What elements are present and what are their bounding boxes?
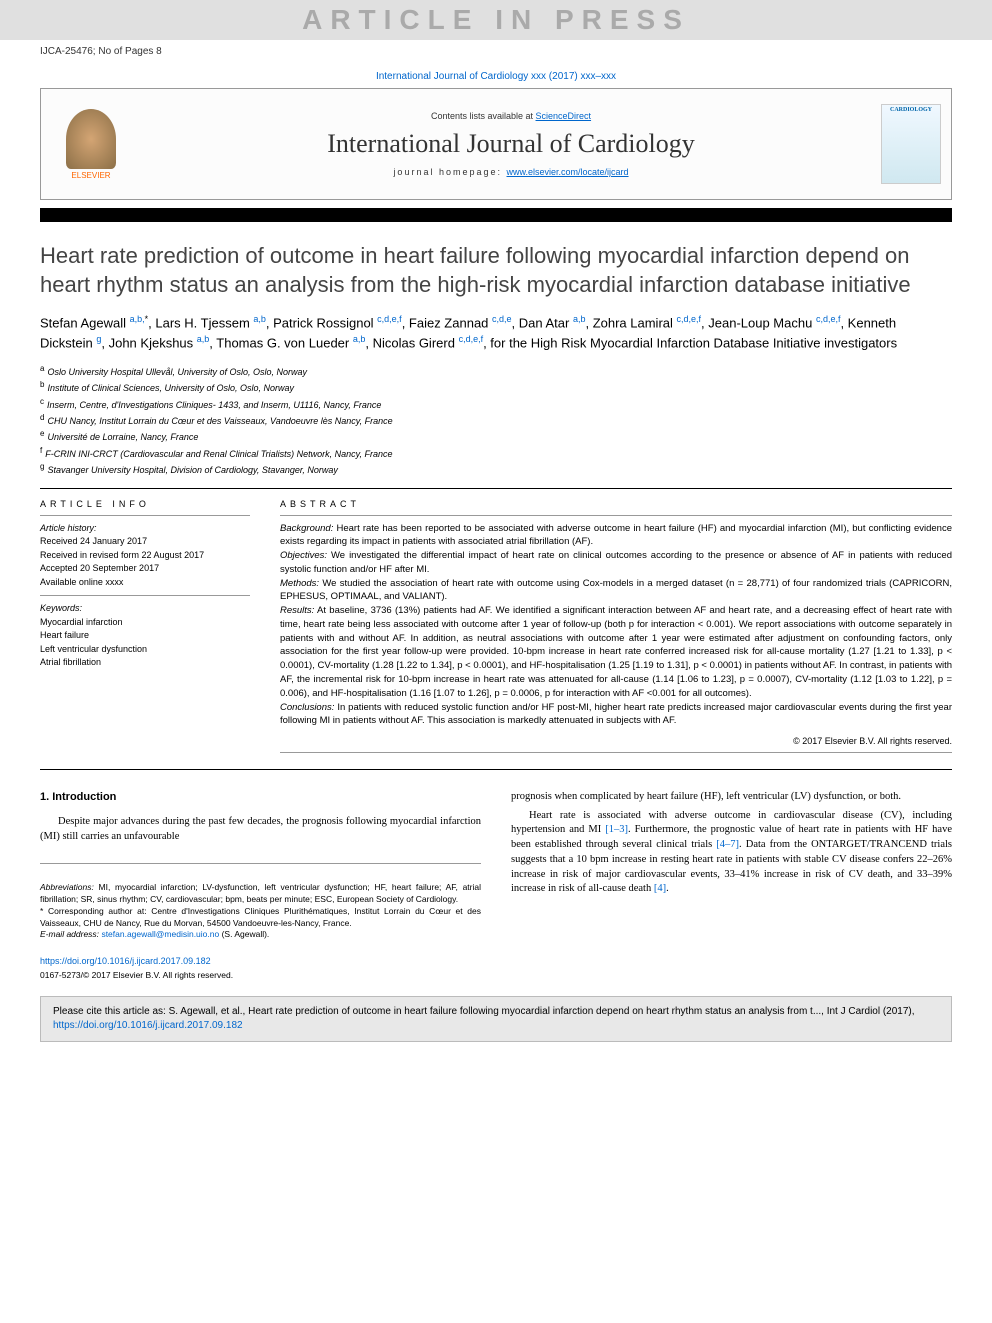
keywords-label: Keywords: — [40, 602, 250, 616]
homepage-prefix: journal homepage: — [393, 167, 506, 177]
article-title: Heart rate prediction of outcome in hear… — [40, 242, 952, 299]
affiliation-item: dCHU Nancy, Institut Lorrain du Cœur et … — [40, 412, 952, 428]
email-suffix: (S. Agewall). — [219, 929, 269, 939]
journal-cover-thumbnail: CARDIOLOGY — [881, 104, 941, 184]
body-paragraph: Despite major advances during the past f… — [40, 815, 481, 844]
article-info-column: ARTICLE INFO Article history: Received 2… — [40, 499, 250, 759]
affiliation-item: cInserm, Centre, d'Investigations Cliniq… — [40, 396, 952, 412]
citation-box: Please cite this article as: S. Agewall,… — [40, 996, 952, 1042]
article-history: Article history: Received 24 January 201… — [40, 522, 250, 590]
abstract-segment-label: Methods: — [280, 578, 319, 589]
keyword: Left ventricular dysfunction — [40, 643, 250, 657]
elsevier-logo: ELSEVIER — [51, 99, 131, 189]
cite-prefix: Please cite this article as: S. Agewall,… — [53, 1006, 915, 1017]
journal-name: International Journal of Cardiology — [141, 129, 881, 159]
citation-link[interactable]: [4] — [654, 883, 666, 894]
abstract-text: Background: Heart rate has been reported… — [280, 522, 952, 728]
history-item: Accepted 20 September 2017 — [40, 562, 250, 576]
abstract-segment-text: Heart rate has been reported to be assoc… — [280, 523, 952, 548]
contents-prefix: Contents lists available at — [431, 111, 536, 121]
press-info: IJCA-25476; No of Pages 8 — [0, 42, 992, 61]
issn-line: 0167-5273/© 2017 Elsevier B.V. All right… — [40, 970, 481, 982]
affiliation-item: gStavanger University Hospital, Division… — [40, 461, 952, 477]
history-item: Received in revised form 22 August 2017 — [40, 549, 250, 563]
body-paragraph: prognosis when complicated by heart fail… — [511, 790, 952, 805]
citation-link[interactable]: [1–3] — [605, 824, 628, 835]
contents-available-line: Contents lists available at ScienceDirec… — [141, 111, 881, 121]
affiliation-item: aOslo University Hospital Ullevål, Unive… — [40, 363, 952, 379]
email-link[interactable]: stefan.agewall@medisin.uio.no — [101, 929, 219, 939]
abstract-segment-text: We studied the association of heart rate… — [280, 578, 952, 603]
thin-divider — [280, 515, 952, 516]
body-paragraph: Heart rate is associated with adverse ou… — [511, 809, 952, 897]
info-abstract-row: ARTICLE INFO Article history: Received 2… — [40, 499, 952, 759]
abstract-segment-text: At baseline, 3736 (13%) patients had AF.… — [280, 605, 952, 699]
thin-divider — [40, 515, 250, 516]
abstract-copyright: © 2017 Elsevier B.V. All rights reserved… — [280, 736, 952, 746]
abstract-segment-label: Background: — [280, 523, 333, 534]
abstract-segment-label: Conclusions: — [280, 702, 334, 713]
email-label: E-mail address: — [40, 929, 99, 939]
abstract-segment-label: Objectives: — [280, 550, 327, 561]
abbrev-text: MI, myocardial infarction; LV-dysfunctio… — [40, 882, 481, 904]
history-item: Available online xxxx — [40, 576, 250, 590]
article-info-header: ARTICLE INFO — [40, 499, 250, 509]
homepage-line: journal homepage: www.elsevier.com/locat… — [141, 167, 881, 177]
affiliation-item: bInstitute of Clinical Sciences, Univers… — [40, 379, 952, 395]
article-content: Heart rate prediction of outcome in hear… — [0, 242, 992, 982]
corresponding-author-footnote: * Corresponding author at: Centre d'Inve… — [40, 906, 481, 930]
elsevier-tree-icon — [66, 109, 116, 169]
journal-reference-line: International Journal of Cardiology xxx … — [0, 71, 992, 82]
abstract-segment-text: In patients with reduced systolic functi… — [280, 702, 952, 727]
affiliation-item: eUniversité de Lorraine, Nancy, France — [40, 428, 952, 444]
homepage-link[interactable]: www.elsevier.com/locate/ijcard — [507, 167, 629, 177]
citation-link[interactable]: [4–7] — [716, 839, 739, 850]
abbrev-label: Abbreviations: — [40, 882, 94, 892]
abstract-column: ABSTRACT Background: Heart rate has been… — [280, 499, 952, 759]
affiliation-list: aOslo University Hospital Ullevål, Unive… — [40, 363, 952, 478]
affiliation-item: fF-CRIN INI-CRCT (Cardiovascular and Ren… — [40, 445, 952, 461]
divider — [40, 488, 952, 489]
keyword: Atrial fibrillation — [40, 656, 250, 670]
header-center: Contents lists available at ScienceDirec… — [141, 111, 881, 177]
thin-divider — [40, 863, 481, 864]
elsevier-text: ELSEVIER — [71, 171, 110, 180]
doi-link[interactable]: https://doi.org/10.1016/j.ijcard.2017.09… — [40, 956, 211, 966]
thin-divider — [280, 752, 952, 753]
abstract-segment-label: Results: — [280, 605, 314, 616]
abstract-segment-text: We investigated the differential impact … — [280, 550, 952, 575]
keywords-block: Keywords: Myocardial infarction Heart fa… — [40, 602, 250, 670]
abstract-header: ABSTRACT — [280, 499, 952, 509]
section-heading-intro: 1. Introduction — [40, 790, 481, 805]
history-item: Received 24 January 2017 — [40, 535, 250, 549]
body-right-column: prognosis when complicated by heart fail… — [511, 790, 952, 982]
article-in-press-watermark: ARTICLE IN PRESS — [0, 0, 992, 40]
email-footnote: E-mail address: stefan.agewall@medisin.u… — [40, 929, 481, 941]
body-columns: 1. Introduction Despite major advances d… — [40, 790, 952, 982]
thin-divider — [40, 595, 250, 596]
black-separator-bar — [40, 208, 952, 222]
keyword: Heart failure — [40, 629, 250, 643]
cite-doi-link[interactable]: https://doi.org/10.1016/j.ijcard.2017.09… — [53, 1020, 243, 1031]
body-left-column: 1. Introduction Despite major advances d… — [40, 790, 481, 982]
footnotes: Abbreviations: MI, myocardial infarction… — [40, 882, 481, 941]
author-list: Stefan Agewall a,b,*, Lars H. Tjessem a,… — [40, 313, 952, 353]
sciencedirect-link[interactable]: ScienceDirect — [536, 111, 592, 121]
body-text: . — [666, 883, 669, 894]
cover-text: CARDIOLOGY — [890, 107, 932, 113]
doi-block: https://doi.org/10.1016/j.ijcard.2017.09… — [40, 955, 481, 982]
keyword: Myocardial infarction — [40, 616, 250, 630]
divider — [40, 769, 952, 770]
history-label: Article history: — [40, 522, 250, 536]
abbreviations-footnote: Abbreviations: MI, myocardial infarction… — [40, 882, 481, 906]
journal-header-box: ELSEVIER Contents lists available at Sci… — [40, 88, 952, 200]
